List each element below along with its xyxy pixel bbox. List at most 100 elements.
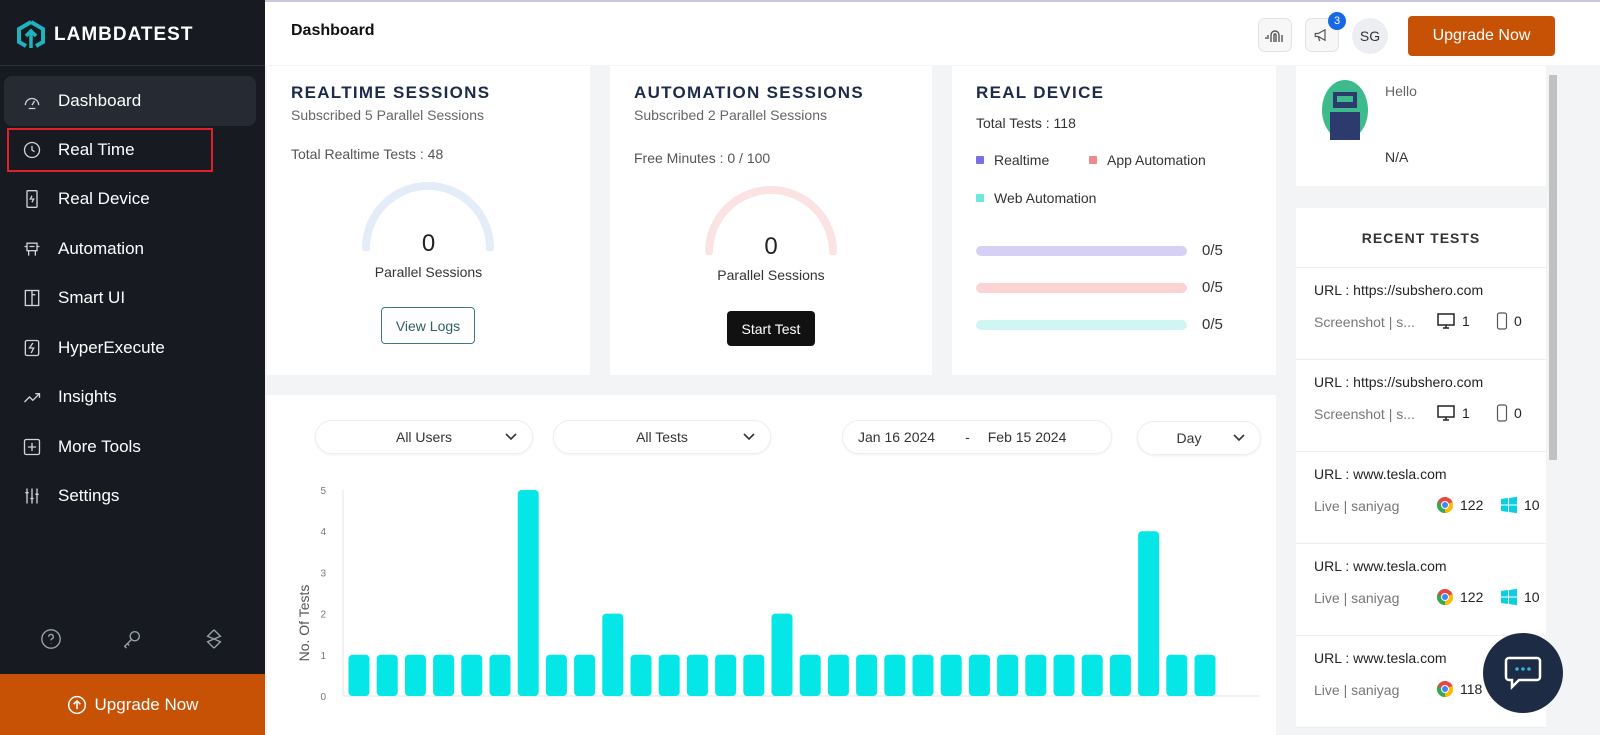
sidebar-item-settings[interactable]: Settings [4, 472, 256, 522]
bar[interactable] [489, 654, 511, 696]
bar[interactable] [1053, 654, 1075, 696]
test-stat-a: 1 [1436, 312, 1470, 330]
fingerprint-button[interactable] [1258, 18, 1292, 52]
tests-dropdown[interactable]: All Tests [553, 420, 771, 454]
sidebar-item-label: Automation [58, 238, 144, 258]
real-device-card: REAL DEVICE Total Tests : 118 Realtime A… [952, 66, 1276, 375]
bar[interactable] [1138, 531, 1160, 696]
bar[interactable] [658, 654, 680, 696]
bar[interactable] [348, 654, 370, 696]
test-stat-b: 10 [1500, 496, 1540, 514]
bar[interactable] [517, 490, 539, 696]
sidebar-item-label: Smart UI [58, 288, 126, 308]
bar[interactable] [884, 654, 906, 696]
bar[interactable] [1081, 654, 1103, 696]
upgrade-now-button[interactable]: Upgrade Now [1408, 16, 1555, 56]
bar[interactable] [940, 654, 962, 696]
realtime-gauge [362, 182, 494, 251]
automation-sessions-card: AUTOMATION SESSIONS Subscribed 2 Paralle… [610, 66, 932, 375]
bar[interactable] [461, 654, 483, 696]
test-stat-a: 122 [1436, 588, 1483, 606]
view-logs-button[interactable]: View Logs [381, 307, 475, 344]
sidebar-item-insights[interactable]: Insights [4, 373, 256, 423]
chat-icon [1504, 656, 1542, 691]
bar[interactable] [715, 654, 737, 696]
date-range-picker[interactable]: Jan 16 2024 - Feb 15 2024 [842, 420, 1112, 454]
legend-label: App Automation [1107, 152, 1206, 168]
bar[interactable] [1025, 654, 1047, 696]
sidebar-item-label: Insights [58, 387, 117, 407]
bar[interactable] [376, 654, 398, 696]
recent-tests-title: RECENT TESTS [1361, 229, 1481, 246]
test-stat-a: 1 [1436, 404, 1470, 422]
sidebar-item-dashboard[interactable]: Dashboard [4, 76, 256, 126]
bar[interactable] [997, 654, 1019, 696]
user-avatar[interactable]: SG [1352, 18, 1388, 54]
test-stat-b: 0 [1496, 312, 1522, 330]
sidebar-item-hyperexecute[interactable]: HyperExecute [4, 323, 256, 373]
bar[interactable] [433, 654, 455, 696]
date-separator: - [965, 429, 970, 445]
date-to[interactable]: Feb 15 2024 [987, 429, 1067, 445]
announcements-button[interactable]: 3 [1305, 12, 1346, 52]
brand-name: LAMBDATEST [54, 24, 194, 45]
recent-test-item[interactable]: URL : https://subshero.com Screenshot | s… [1296, 268, 1546, 360]
users-dropdown[interactable]: All Users [315, 420, 533, 454]
total-tests: Total Tests : 118 [976, 115, 1076, 131]
start-test-button[interactable]: Start Test [727, 311, 815, 346]
web-automation-progress-value: 0/5 [1202, 316, 1223, 333]
bar[interactable] [743, 654, 765, 696]
sidebar-item-label: Dashboard [58, 90, 142, 110]
card-title: REALTIME SESSIONS [291, 83, 491, 102]
sidebar-item-smart-ui[interactable]: Smart UI [4, 274, 256, 324]
sidebar-item-more-tools[interactable]: More Tools [4, 422, 256, 472]
bar[interactable] [1194, 654, 1216, 696]
automation-gauge [705, 186, 837, 255]
test-meta: Live | saniyag [1314, 682, 1400, 698]
bar[interactable] [630, 654, 652, 696]
bar[interactable] [827, 654, 849, 696]
integrations-icon[interactable] [203, 628, 225, 650]
bar[interactable] [545, 654, 567, 696]
granularity-dropdown[interactable]: Day [1137, 421, 1261, 455]
page-title: Dashboard [291, 22, 375, 39]
bar[interactable] [1109, 654, 1131, 696]
desktop-icon [1437, 405, 1455, 421]
help-icon[interactable] [40, 628, 62, 650]
sidebar-item-automation[interactable]: Automation [4, 224, 256, 274]
bar[interactable] [968, 654, 990, 696]
recent-test-item[interactable]: URL : https://subshero.com Screenshot | s… [1296, 360, 1546, 452]
sidebar-item-real-device[interactable]: Real Device [4, 175, 256, 225]
bar[interactable] [1166, 654, 1188, 696]
sidebar-item-label: More Tools [58, 436, 141, 456]
recent-test-item[interactable]: URL : www.tesla.com Live | saniyag 122 10 [1296, 544, 1546, 636]
chat-button[interactable] [1483, 633, 1563, 713]
bar[interactable] [856, 654, 878, 696]
bar[interactable] [404, 654, 426, 696]
web-automation-progress-bar [976, 320, 1187, 330]
recent-tests-header: RECENT TESTS [1296, 208, 1546, 268]
recent-test-item[interactable]: URL : www.tesla.com Live | saniyag 122 10 [1296, 452, 1546, 544]
upgrade-label: Upgrade Now [94, 694, 199, 714]
key-icon[interactable] [121, 628, 143, 650]
tests-bar-chart: 0 1 2 3 4 5 No. Of Tests [296, 486, 1260, 703]
date-from[interactable]: Jan 16 2024 [858, 429, 936, 445]
stat-value: 10 [1524, 497, 1540, 513]
speedometer-icon [24, 97, 40, 109]
bar[interactable] [912, 654, 934, 696]
sidebar-upgrade-button[interactable]: Upgrade Now [0, 674, 265, 735]
bar[interactable] [602, 613, 624, 696]
bar[interactable] [771, 613, 793, 696]
top-header: Dashboard 3 SG Upgrade Now [265, 0, 1600, 65]
test-stat-b: 10 [1500, 588, 1540, 606]
test-stat-a: 118 [1436, 680, 1482, 698]
app-automation-progress-bar [976, 283, 1187, 293]
bar[interactable] [799, 654, 821, 696]
bar[interactable] [574, 654, 596, 696]
recent-tests-scrollbar[interactable] [1549, 75, 1557, 460]
bar[interactable] [686, 654, 708, 696]
robot-avatar-icon [1322, 80, 1368, 140]
logo[interactable]: LAMBDATEST [16, 20, 193, 50]
sidebar-item-real-time[interactable]: Real Time [7, 127, 213, 172]
sidebar-footer [0, 628, 265, 650]
